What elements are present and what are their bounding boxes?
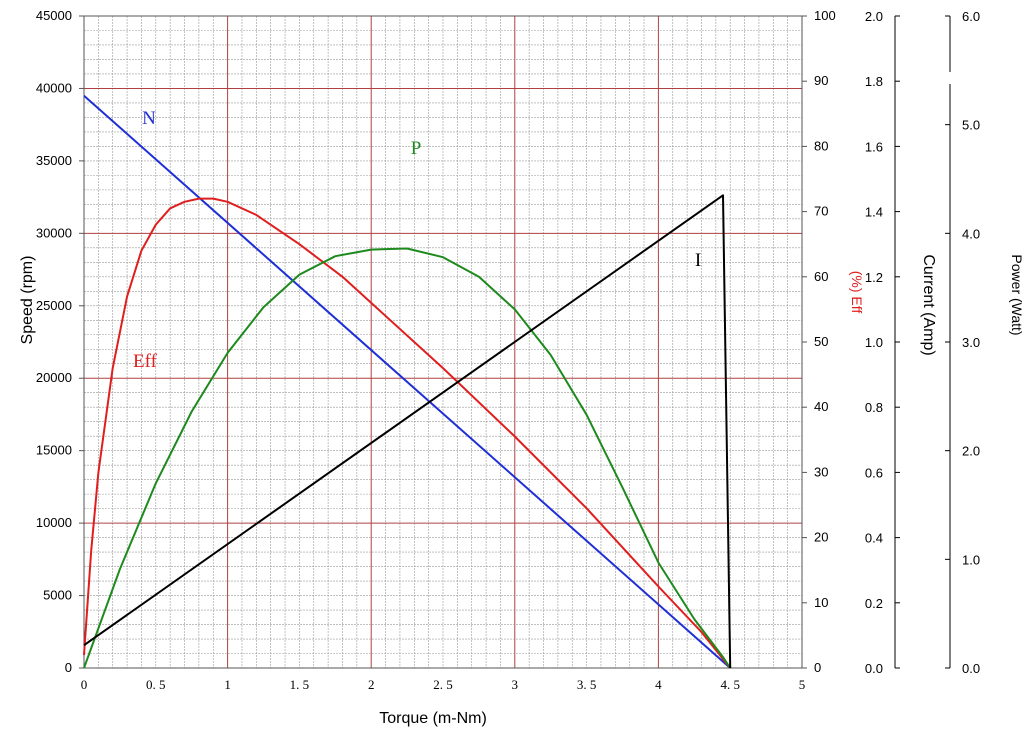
series-label-n: N bbox=[142, 108, 156, 129]
power-tick-label: 4.0 bbox=[962, 226, 980, 241]
eff-tick-label: 20 bbox=[814, 530, 828, 545]
current-tick-label: 1.6 bbox=[865, 139, 883, 154]
x-tick-label: 2 bbox=[368, 677, 375, 692]
current-tick-label: 0.2 bbox=[865, 596, 883, 611]
current-tick-label: 1.4 bbox=[865, 205, 883, 220]
eff-tick-label: 60 bbox=[814, 269, 828, 284]
speed-tick-label: 45000 bbox=[36, 8, 72, 23]
x-tick-label: 4. 5 bbox=[720, 677, 740, 692]
series-line-eff bbox=[83, 197, 731, 669]
x-tick-label: 1. 5 bbox=[290, 677, 310, 692]
speed-tick-label: 40000 bbox=[36, 80, 72, 95]
speed-tick-label: 0 bbox=[65, 660, 72, 675]
power-tick-label: 3.0 bbox=[962, 335, 980, 350]
current-tick-label: 0.6 bbox=[865, 465, 883, 480]
speed-tick-label: 20000 bbox=[36, 370, 72, 385]
speed-tick-label: 15000 bbox=[36, 443, 72, 458]
eff-tick-label: 80 bbox=[814, 138, 828, 153]
series-line-p bbox=[83, 247, 732, 669]
eff-tick-label: 90 bbox=[814, 73, 828, 88]
speed-tick-label: 30000 bbox=[36, 225, 72, 240]
eff-tick-label: 10 bbox=[814, 595, 828, 610]
x-tick-label: 0. 5 bbox=[146, 677, 166, 692]
current-tick-label: 1.0 bbox=[865, 335, 883, 350]
current-tick-label: 1.8 bbox=[865, 74, 883, 89]
series-label-p: P bbox=[411, 138, 422, 159]
eff-axis-title: (%) Eff bbox=[849, 271, 865, 314]
x-tick-label: 4 bbox=[655, 677, 662, 692]
eff-tick-label: 40 bbox=[814, 399, 828, 414]
x-tick-label: 2. 5 bbox=[433, 677, 453, 692]
power-tick-label: 6.0 bbox=[962, 9, 980, 24]
x-axis-title: Torque (m-Nm) bbox=[379, 710, 487, 727]
series-label-i: I bbox=[695, 250, 701, 271]
eff-tick-label: 70 bbox=[814, 204, 828, 219]
axes: 0 0. 5 1 1. 5 2 2. 5 3 3. 5 4 4. 5 505000100001500… bbox=[36, 8, 980, 692]
x-tick-label: 3. 5 bbox=[577, 677, 597, 692]
series-line-i bbox=[83, 194, 732, 669]
current-tick-label: 0.4 bbox=[865, 531, 883, 546]
curves bbox=[83, 94, 732, 669]
x-tick-label: 0 bbox=[81, 677, 88, 692]
current-tick-label: 0.8 bbox=[865, 400, 883, 415]
series-label-eff: Eff bbox=[133, 351, 158, 372]
eff-tick-label: 50 bbox=[814, 334, 828, 349]
power-tick-label: 2.0 bbox=[962, 444, 980, 459]
current-tick-label: 2.0 bbox=[865, 9, 883, 24]
power-axis-title: Power (Watt) bbox=[1009, 254, 1025, 335]
speed-axis-title: Speed (rpm) bbox=[19, 256, 36, 345]
x-tick-label: 3 bbox=[512, 677, 519, 692]
speed-tick-label: 35000 bbox=[36, 153, 72, 168]
power-tick-label: 5.0 bbox=[962, 118, 980, 133]
current-tick-label: 0.0 bbox=[865, 661, 883, 676]
speed-tick-label: 5000 bbox=[43, 588, 72, 603]
eff-tick-label: 30 bbox=[814, 464, 828, 479]
x-tick-label: 5 bbox=[799, 677, 806, 692]
labels: N Eff P I bbox=[133, 108, 701, 372]
current-tick-label: 1.2 bbox=[865, 270, 883, 285]
series-line-n bbox=[83, 94, 731, 669]
eff-tick-label: 100 bbox=[814, 8, 836, 23]
eff-tick-label: 0 bbox=[814, 660, 821, 675]
power-tick-label: 1.0 bbox=[962, 552, 980, 567]
current-axis-title: Current (Amp) bbox=[920, 254, 937, 355]
speed-tick-label: 25000 bbox=[36, 298, 72, 313]
speed-tick-label: 10000 bbox=[36, 515, 72, 530]
x-tick-label: 1 bbox=[224, 677, 231, 692]
power-tick-label: 0.0 bbox=[962, 661, 980, 676]
